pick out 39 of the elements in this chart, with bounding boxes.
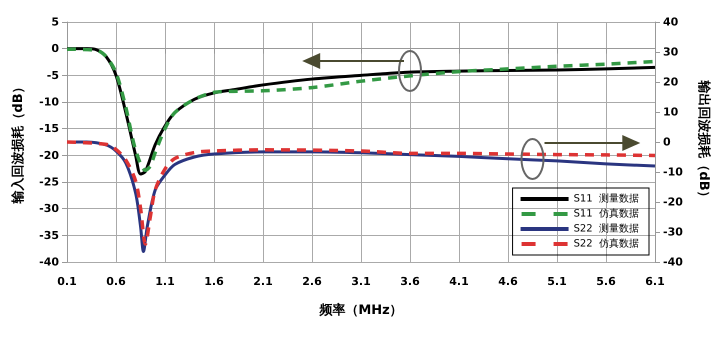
x-tick-label: 0.6: [106, 275, 126, 288]
x-tick-label: 5.1: [547, 275, 567, 288]
y2-tick-label: 40: [663, 16, 679, 28]
y-tick-label: -35: [39, 228, 59, 242]
x-tick-label: 5.6: [596, 275, 616, 288]
legend-label: S22 仿真数据: [574, 238, 640, 250]
y2-tick-label: -10: [663, 166, 684, 178]
x-tick-label: 1.1: [155, 275, 175, 288]
legend-label: S22 测量数据: [574, 222, 640, 234]
legend-label: S11 测量数据: [574, 192, 640, 204]
y-tick-label: -25: [39, 176, 59, 188]
x-tick-label: 4.1: [449, 275, 469, 288]
x-tick-label: 1.6: [204, 275, 224, 288]
y-axis-title: 输入回波损耗（dB）: [10, 80, 26, 205]
y2-tick-label: -40: [663, 256, 684, 268]
y-tick-label: -5: [46, 68, 59, 82]
x-tick-label: 6.1: [645, 275, 665, 288]
x-tick-label: 3.6: [400, 275, 420, 288]
y2-tick-label: -30: [663, 226, 684, 238]
y-tick-label: 0: [51, 42, 60, 56]
y2-tick-label: 0: [663, 136, 671, 148]
y-tick-label: -30: [39, 202, 60, 216]
y-tick-label: 5: [51, 16, 59, 28]
x-tick-label: 2.6: [302, 275, 322, 288]
x-tick-label: 0.1: [57, 275, 77, 288]
y2-tick-label: 10: [663, 106, 679, 118]
y2-tick-label: -20: [663, 196, 684, 208]
y-tick-label: -10: [39, 96, 60, 108]
x-tick-label: 2.1: [253, 275, 273, 288]
y-tick-label: -20: [39, 148, 60, 162]
y2-tick-label: 20: [663, 76, 679, 88]
y2-tick-label: 30: [663, 46, 679, 58]
x-tick-label: 3.1: [351, 275, 371, 288]
x-axis-title: 频率（MHz）: [318, 302, 403, 318]
y2-axis-title: 输出回波损耗（dB）: [696, 79, 712, 204]
y-tick-label: -40: [39, 256, 60, 268]
x-tick-label: 4.6: [498, 275, 518, 288]
y-tick-label: -15: [39, 122, 59, 136]
legend-label: S11 仿真数据: [574, 208, 640, 220]
